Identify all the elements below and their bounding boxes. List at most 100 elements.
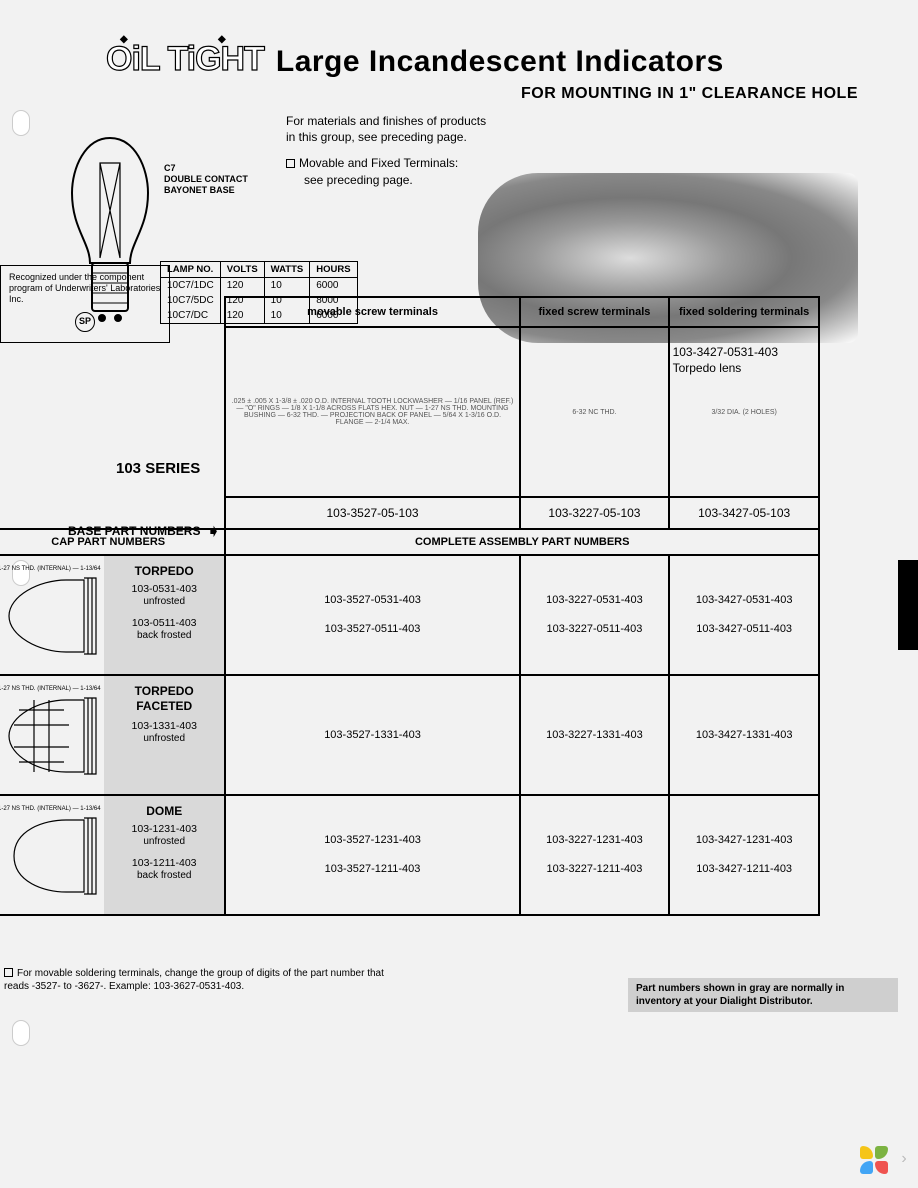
catalog-page: ◆ ◆ OiL TiGHT Large Incandescent Indicat… <box>0 0 918 1188</box>
cap-pn: 103-0531-403 <box>110 583 218 596</box>
intro-line: in this group, see preceding page. <box>286 129 486 145</box>
binder-hole <box>12 1020 30 1046</box>
asm-cell: 103-3527-1231-403 103-3527-1211-403 <box>225 795 519 915</box>
column-header: fixed screw terminals <box>520 297 670 327</box>
svg-text:1-27 NS THD. (INTERNAL) — 1-13: 1-27 NS THD. (INTERNAL) — 1-13/64 — 7/8 … <box>0 806 102 812</box>
part-number-table: movable screw terminals fixed screw term… <box>0 296 820 916</box>
asm-cell: 103-3427-0531-403 103-3427-0511-403 <box>669 555 819 675</box>
cap-diagram: 1-27 NS THD. (INTERNAL) — 1-13/64 — 1 MA… <box>0 680 102 792</box>
column-header: fixed soldering terminals <box>669 297 819 327</box>
asm-cell: 103-3527-1331-403 <box>225 675 519 795</box>
brand-logo: ◆ ◆ OiL TiGHT <box>100 40 264 79</box>
asm-pn: 103-3427-1331-403 <box>674 730 814 741</box>
asm-pn: 103-3527-1331-403 <box>230 730 514 741</box>
asm-pn: 103-3427-1211-403 <box>674 855 814 884</box>
cap-pn: 103-0511-403 <box>110 617 218 630</box>
asm-pn: 103-3227-1331-403 <box>525 730 665 741</box>
base-part-number: 103-3227-05-103 <box>520 497 670 529</box>
page-edge-tab <box>898 560 918 650</box>
asm-pn: 103-3227-0511-403 <box>525 615 665 644</box>
asm-pn: 103-3527-1211-403 <box>230 855 514 884</box>
bulb-code: C7 <box>164 163 284 174</box>
bulb-desc: BAYONET BASE <box>164 185 284 196</box>
section-header: COMPLETE ASSEMBLY PART NUMBERS <box>225 529 819 555</box>
cap-note: unfrosted <box>110 836 218 849</box>
cap-name: TORPEDO FACETED <box>110 684 218 714</box>
asm-cell: 103-3427-1331-403 <box>669 675 819 795</box>
asm-pn: 103-3427-0531-403 <box>674 586 814 615</box>
footnote: For movable soldering terminals, change … <box>4 968 404 993</box>
section-header: CAP PART NUMBERS <box>0 529 225 555</box>
cap-row: 1-27 NS THD. (INTERNAL) — 1-13/64 — 1 MA… <box>0 675 819 795</box>
binder-hole <box>12 110 30 136</box>
terminal-diagram: .025 ± .005 X 1-3/8 ± .020 O.D. INTERNAL… <box>225 327 519 497</box>
intro-line: Movable and Fixed Terminals: <box>286 155 486 171</box>
distributor-note: Part numbers shown in gray are normally … <box>628 978 898 1012</box>
diagram-label: 3/32 DIA. (2 HOLES) <box>674 332 814 492</box>
intro-text: For materials and finishes of products i… <box>286 113 486 188</box>
page-subtitle: FOR MOUNTING IN 1" CLEARANCE HOLE <box>60 85 858 103</box>
page-title: Large Incandescent Indicators <box>276 45 724 79</box>
cap-row: 1-27 NS THD. (INTERNAL) — 1-13/64 — 63/6… <box>0 555 819 675</box>
asm-pn: 103-3427-1231-403 <box>674 826 814 855</box>
cap-diagram: 1-27 NS THD. (INTERNAL) — 1-13/64 — 7/8 … <box>0 800 102 912</box>
cap-pn: 103-1211-403 <box>110 857 218 870</box>
asm-pn: 103-3427-0511-403 <box>674 615 814 644</box>
cap-pn: 103-1231-403 <box>110 823 218 836</box>
asm-pn: 103-3527-0511-403 <box>230 615 514 644</box>
cap-diagram: 1-27 NS THD. (INTERNAL) — 1-13/64 — 63/6… <box>0 560 102 672</box>
cap-note: unfrosted <box>110 733 218 746</box>
cap-name: DOME <box>110 804 218 819</box>
intro-line: see preceding page. <box>286 172 486 188</box>
asm-pn: 103-3227-0531-403 <box>525 586 665 615</box>
blank-cell <box>0 497 225 529</box>
viewer-logo-icon <box>860 1146 888 1174</box>
cap-note: back frosted <box>110 630 218 643</box>
bulb-label: C7 DOUBLE CONTACT BAYONET BASE <box>164 163 284 195</box>
cap-note: unfrosted <box>110 596 218 609</box>
asm-cell: 103-3227-1231-403 103-3227-1211-403 <box>520 795 670 915</box>
table-header: HOURS <box>310 262 357 278</box>
terminal-diagram: 6-32 NC THD. <box>520 327 670 497</box>
cap-info: TORPEDO FACETED 103-1331-403 unfrosted <box>104 676 224 794</box>
column-header: movable screw terminals <box>225 297 519 327</box>
blank-cell <box>0 327 225 497</box>
asm-pn: 103-3527-1231-403 <box>230 826 514 855</box>
blank-cell <box>0 297 225 327</box>
cap-note: back frosted <box>110 870 218 883</box>
next-page-button[interactable]: › <box>894 1150 914 1170</box>
cap-row: 1-27 NS THD. (INTERNAL) — 1-13/64 — 7/8 … <box>0 795 819 915</box>
base-part-number: 103-3427-05-103 <box>669 497 819 529</box>
asm-cell: 103-3527-0531-403 103-3527-0511-403 <box>225 555 519 675</box>
cap-info: DOME 103-1231-403 unfrosted 103-1211-403… <box>104 796 224 914</box>
diagram-label: 6-32 NC THD. <box>525 332 665 492</box>
asm-pn: 103-3527-0531-403 <box>230 586 514 615</box>
checkbox-icon <box>4 968 13 977</box>
table-header: WATTS <box>264 262 310 278</box>
cap-pn: 103-1331-403 <box>110 720 218 733</box>
svg-text:1-27 NS THD. (INTERNAL) — 1-13: 1-27 NS THD. (INTERNAL) — 1-13/64 — 63/6… <box>0 566 102 572</box>
asm-pn: 103-3227-1231-403 <box>525 826 665 855</box>
footnote-text: For movable soldering terminals, change … <box>4 968 384 992</box>
checkbox-icon <box>286 159 295 168</box>
flame-icon: ◆ <box>218 34 225 45</box>
intro-line: For materials and finishes of products <box>286 113 486 129</box>
base-part-number: 103-3527-05-103 <box>225 497 519 529</box>
cap-info-cell: 1-27 NS THD. (INTERNAL) — 1-13/64 — 7/8 … <box>0 795 225 915</box>
table-row: 10C7/1DC120106000 <box>161 278 358 294</box>
asm-cell: 103-3227-1331-403 <box>520 675 670 795</box>
asm-pn: 103-3227-1211-403 <box>525 855 665 884</box>
diagram-label: .025 ± .005 X 1-3/8 ± .020 O.D. INTERNAL… <box>230 332 514 492</box>
table-header: VOLTS <box>220 262 264 278</box>
brand-text: OiL TiGHT <box>106 40 264 78</box>
cap-info-cell: 1-27 NS THD. (INTERNAL) — 1-13/64 — 1 MA… <box>0 675 225 795</box>
cap-info-cell: 1-27 NS THD. (INTERNAL) — 1-13/64 — 63/6… <box>0 555 225 675</box>
bulb-desc: DOUBLE CONTACT <box>164 174 284 185</box>
asm-cell: 103-3427-1231-403 103-3427-1211-403 <box>669 795 819 915</box>
svg-text:1-27 NS THD. (INTERNAL) — 1-13: 1-27 NS THD. (INTERNAL) — 1-13/64 — 1 MA… <box>0 686 102 692</box>
cap-name: TORPEDO <box>110 564 218 579</box>
terminal-diagram: 3/32 DIA. (2 HOLES) <box>669 327 819 497</box>
flame-icon: ◆ <box>120 34 127 45</box>
asm-cell: 103-3227-0531-403 103-3227-0511-403 <box>520 555 670 675</box>
cap-info: TORPEDO 103-0531-403 unfrosted 103-0511-… <box>104 556 224 674</box>
